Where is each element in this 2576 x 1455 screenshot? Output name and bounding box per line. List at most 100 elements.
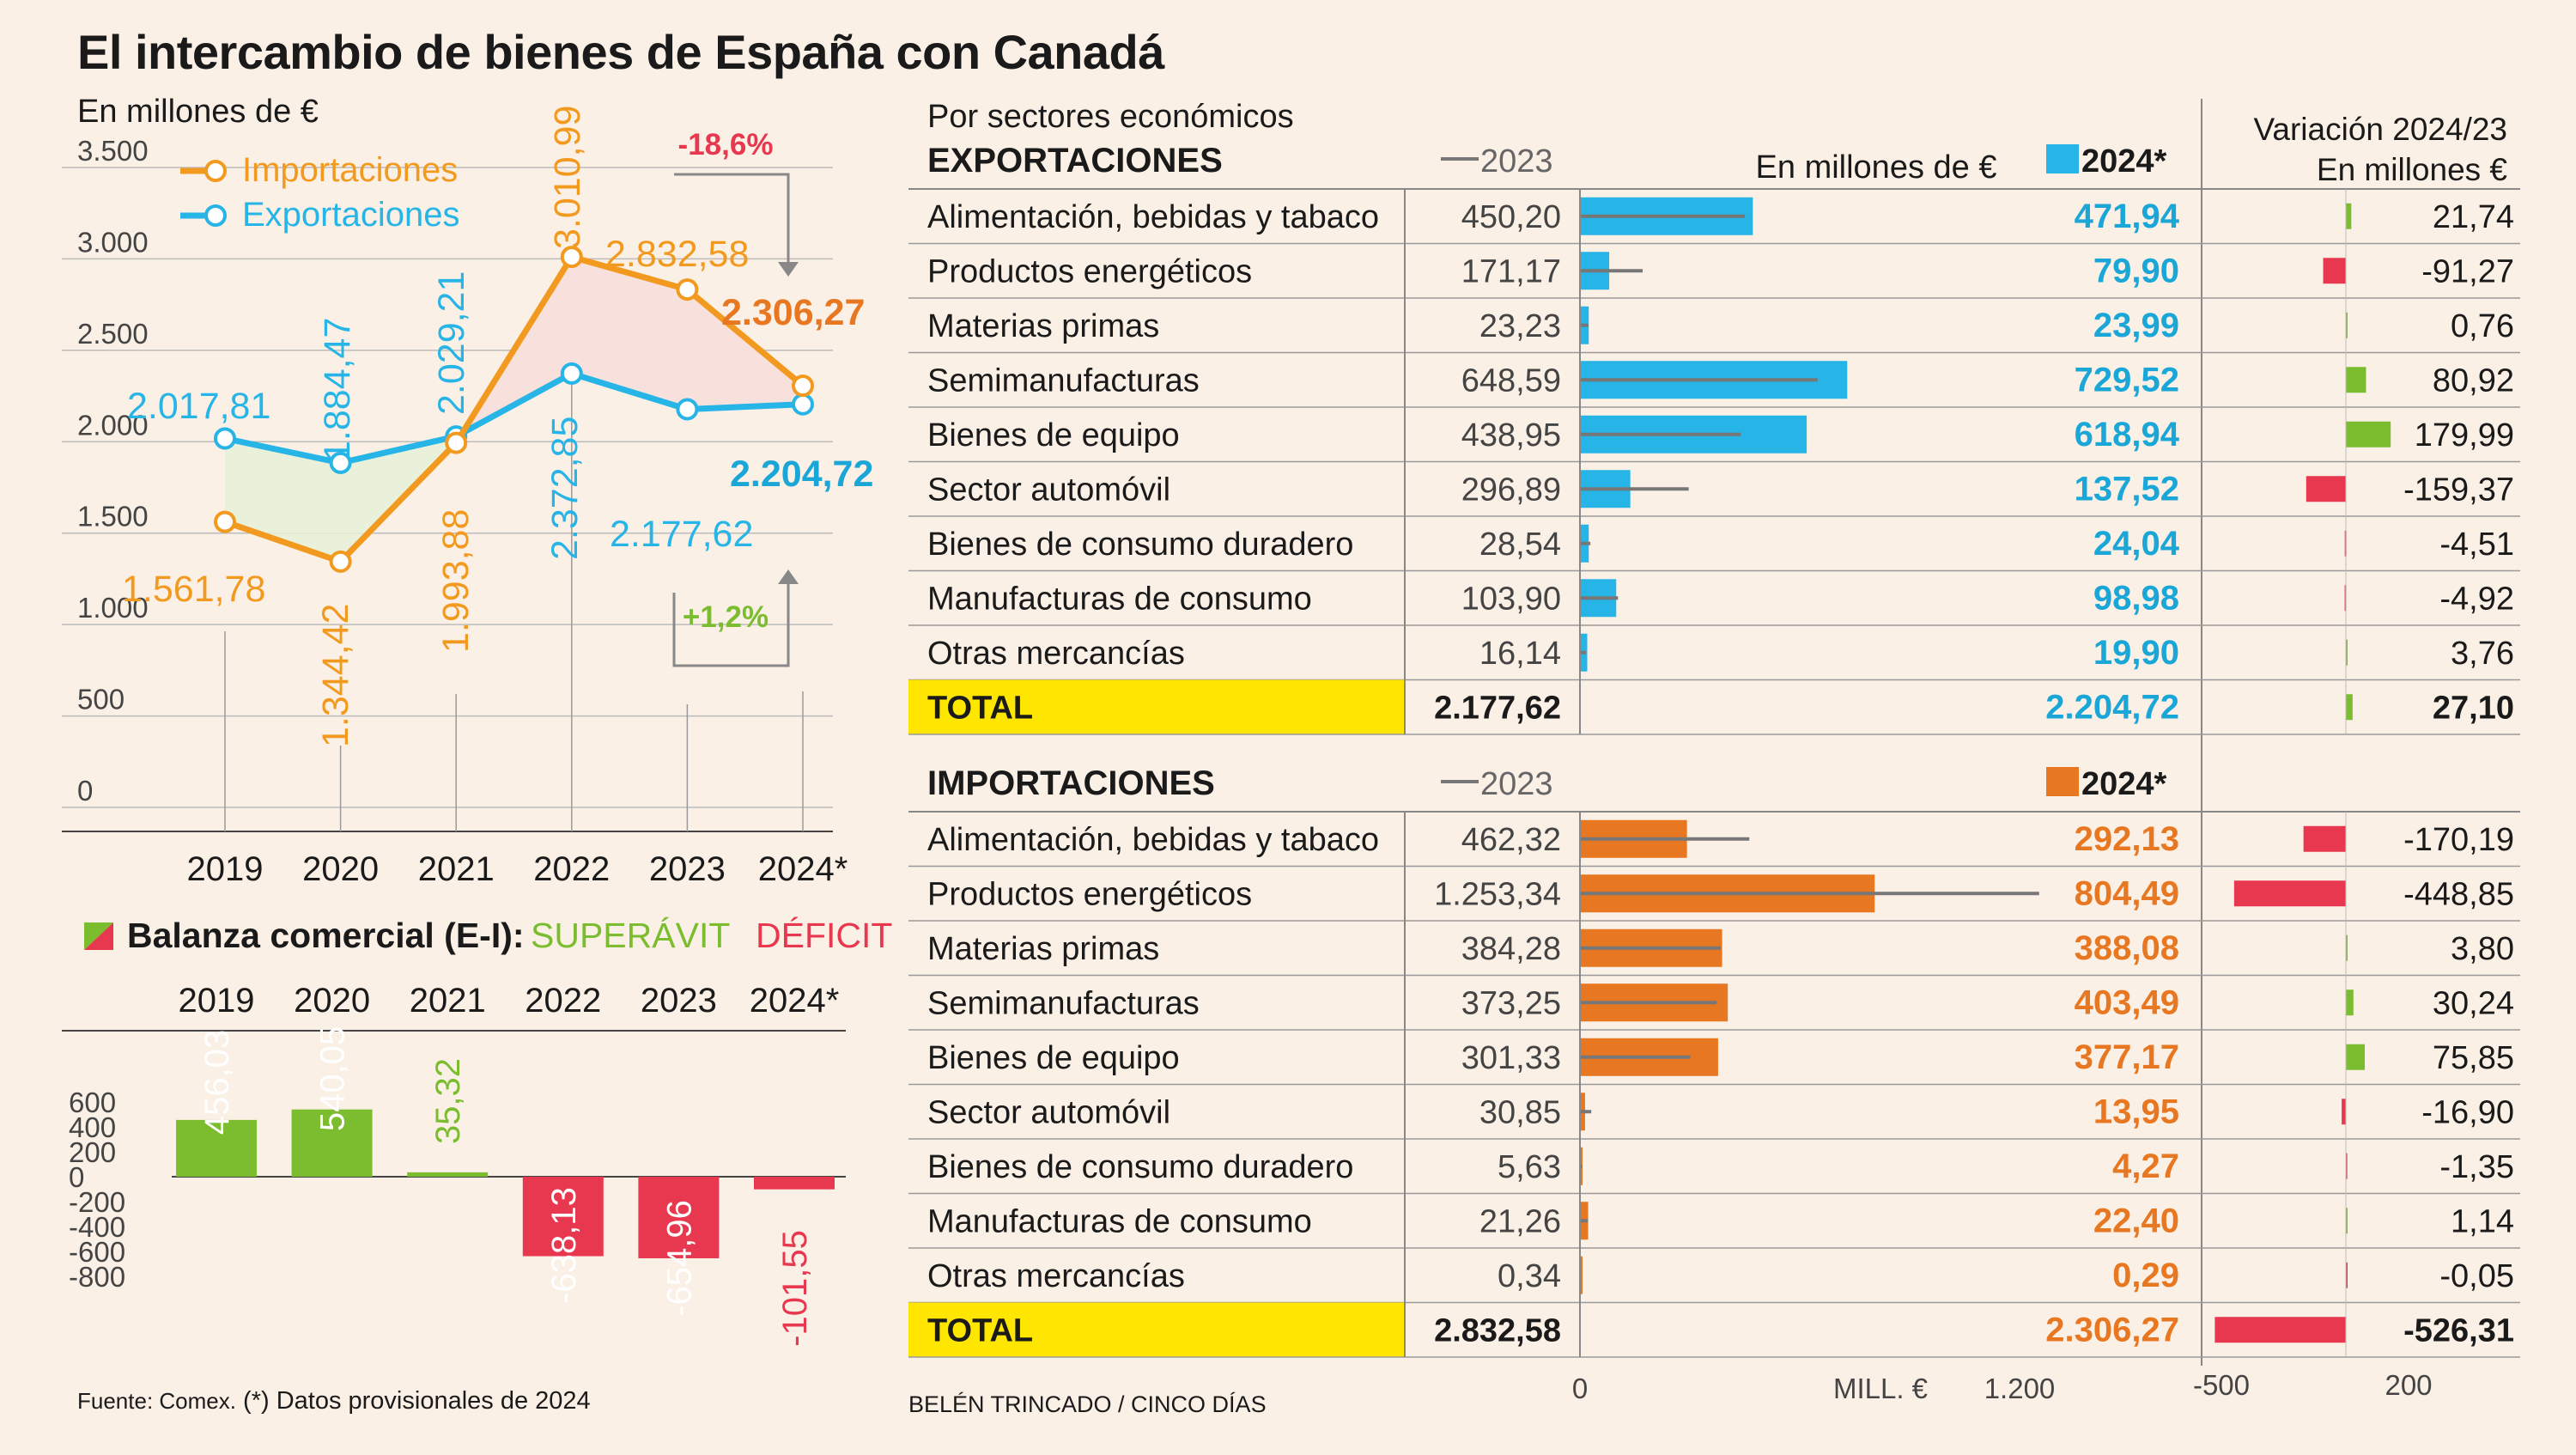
imports-value-variation: 30,24	[2433, 985, 2514, 1021]
imports-row-label: TOTAL	[927, 1312, 1033, 1348]
exports-row-label: Bienes de equipo	[927, 417, 1180, 454]
imports-variation-bar	[2345, 1262, 2348, 1288]
line-chart-subtitle: En millones de €	[77, 94, 319, 130]
exports-heading: EXPORTACIONES	[927, 142, 1223, 180]
imports-data-label: 1.344,42	[315, 604, 356, 747]
exports-data-label: 1.884,47	[317, 318, 358, 461]
balance-bar	[407, 1172, 489, 1177]
imports-value-variation: -1,35	[2439, 1149, 2514, 1185]
source-note: (*) Datos provisionales de 2024	[243, 1387, 591, 1415]
exports-value-2024: 137,52	[2075, 470, 2179, 508]
imports-change-arrowhead	[778, 262, 799, 277]
imports-value-2024: 4,27	[2112, 1148, 2179, 1185]
exports-value-2023: 438,95	[1461, 417, 1561, 454]
exports-variation-bar	[2346, 694, 2353, 721]
balance-x-tick-label: 2023	[641, 982, 717, 1020]
balance-y-tick-label: 600	[69, 1087, 116, 1118]
legend-imports-marker	[204, 160, 227, 182]
legend-exports-marker	[204, 204, 227, 227]
imports-value-2024: 2.306,27	[2045, 1311, 2179, 1348]
imports-heading: IMPORTACIONES	[927, 764, 1215, 802]
exports-value-2024: 618,94	[2075, 416, 2180, 454]
balance-bar-label: -654,96	[660, 1200, 698, 1317]
imports-variation-bar	[2346, 934, 2348, 961]
exports-data-label: 2.204,72	[730, 454, 873, 495]
exports-point	[560, 362, 583, 385]
imports-col-2023: 2023	[1480, 766, 1553, 802]
balance-x-tick-label: 2024*	[750, 982, 840, 1020]
exports-row-label: Materias primas	[927, 308, 1159, 344]
exports-value-2024: 729,52	[2075, 361, 2179, 399]
exports-value-2023: 16,14	[1479, 636, 1561, 672]
exports-total-highlight	[908, 679, 1405, 734]
exports-value-variation: -91,27	[2421, 253, 2514, 289]
exports-value-variation: 21,74	[2433, 199, 2514, 235]
balance-bar	[522, 1177, 604, 1257]
bar-axis-tick: 0	[1572, 1373, 1588, 1404]
exports-change-label: +1,2%	[683, 600, 769, 634]
exports-line	[224, 370, 804, 466]
exports-value-2024: 2.204,72	[2045, 688, 2179, 726]
imports-value-2024: 804,49	[2075, 874, 2179, 912]
exports-value-variation: 179,99	[2415, 417, 2514, 454]
imports-value-2024: 292,13	[2075, 820, 2179, 858]
page-title: El intercambio de bienes de España con C…	[77, 25, 1164, 79]
y-tick-label: 2.500	[77, 318, 149, 350]
imports-row-label: Semimanufacturas	[927, 985, 1200, 1021]
exports-data-label: 2.029,21	[431, 271, 472, 415]
footer-source: Fuente: Comex. (*) Datos provisionales d…	[77, 1387, 591, 1415]
balance-y-tick-label: 400	[69, 1111, 116, 1143]
exports-point	[214, 427, 236, 450]
imports-point	[214, 510, 236, 533]
imports-value-2023: 21,26	[1479, 1203, 1561, 1239]
balance-bar-label: 540,05	[314, 1026, 352, 1131]
imports-data-label: 1.561,78	[122, 569, 265, 610]
exports-data-label: 2.017,81	[127, 386, 270, 427]
exports-value-variation: 80,92	[2433, 362, 2514, 399]
y-tick-label: 1.500	[77, 501, 149, 533]
imports-data-label: 2.306,27	[721, 292, 865, 333]
imports-value-variation: 3,80	[2451, 931, 2514, 967]
legend-deficit-swatch	[84, 922, 113, 950]
balance-y-tick-label: -800	[69, 1261, 125, 1293]
exports-value-2024: 79,90	[2093, 252, 2179, 289]
exports-value-2023: 450,20	[1461, 199, 1561, 235]
balance-bar-label: -101,55	[776, 1230, 814, 1347]
balance-x-tick-label: 2020	[294, 982, 370, 1020]
imports-row-label: Productos energéticos	[927, 876, 1252, 912]
imports-value-variation: 1,14	[2451, 1203, 2514, 1239]
y-tick-label: 0	[77, 775, 93, 807]
imports-value-2023: 30,85	[1479, 1094, 1561, 1130]
imports-change-arrow	[674, 173, 790, 262]
balance-bar	[291, 1109, 373, 1177]
imports-point	[445, 431, 468, 454]
x-tick-label: 2022	[533, 850, 610, 888]
balance-y-tick-label: -600	[69, 1236, 125, 1268]
imports-value-2024: 13,95	[2093, 1093, 2179, 1130]
legend-surplus-label: SUPERÁVIT	[531, 916, 730, 955]
exports-variation-bar	[2323, 258, 2346, 284]
exports-value-2024: 23,99	[2093, 307, 2179, 344]
imports-col-2024: 2024*	[2081, 766, 2167, 802]
x-tick-label: 2020	[302, 850, 379, 888]
footer-credit: BELÉN TRINCADO / CINCO DÍAS	[908, 1391, 1267, 1417]
balance-bar	[754, 1177, 835, 1190]
variation-header-units: En millones €	[2317, 152, 2508, 187]
imports-value-variation: -0,05	[2439, 1258, 2514, 1294]
exports-value-variation: 3,76	[2451, 636, 2514, 672]
imports-value-2023: 5,63	[1498, 1149, 1561, 1185]
imports-variation-bar	[2346, 1044, 2365, 1070]
imports-value-variation: -170,19	[2403, 822, 2514, 858]
exports-point	[329, 451, 352, 474]
imports-variation-bar	[2303, 825, 2346, 852]
exports-value-2023: 103,90	[1461, 581, 1561, 617]
balance-x-tick-label: 2019	[179, 982, 255, 1020]
exports-variation-bar	[2346, 639, 2348, 666]
legend-exports-label: Exportaciones	[242, 196, 459, 234]
imports-row-label: Sector automóvil	[927, 1094, 1170, 1130]
exports-value-variation: 27,10	[2433, 690, 2514, 726]
imports-row-label: Alimentación, bebidas y tabaco	[927, 822, 1379, 858]
imports-legend-2024-swatch	[2046, 767, 2079, 796]
x-tick-label: 2019	[187, 850, 264, 888]
